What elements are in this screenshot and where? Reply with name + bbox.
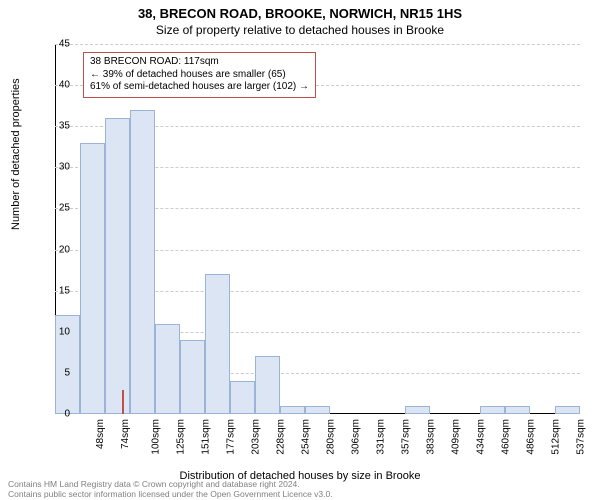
x-tick-label: 177sqm: [225, 419, 236, 455]
histogram-bar: [255, 356, 280, 414]
x-tick-label: 486sqm: [525, 419, 536, 455]
marker-line: [122, 390, 124, 414]
y-tick-label: 10: [59, 326, 70, 337]
histogram-bar: [205, 274, 230, 414]
y-tick-label: 35: [59, 121, 70, 132]
x-tick-label: 306sqm: [350, 419, 361, 455]
y-tick-label: 20: [59, 244, 70, 255]
x-tick-label: 100sqm: [150, 419, 161, 455]
x-tick-label: 357sqm: [400, 419, 411, 455]
histogram-bar: [230, 381, 255, 414]
y-tick-label: 5: [64, 367, 70, 378]
y-tick-label: 30: [59, 162, 70, 173]
y-tick-label: 45: [59, 39, 70, 50]
x-tick-label: 460sqm: [500, 419, 511, 455]
y-tick-label: 25: [59, 203, 70, 214]
x-tick-label: 48sqm: [95, 419, 106, 449]
histogram-bar: [405, 406, 430, 414]
histogram-bar: [305, 406, 330, 414]
annotation-line2: ← 39% of detached houses are smaller (65…: [90, 69, 309, 82]
y-tick-label: 40: [59, 80, 70, 91]
x-tick-label: 125sqm: [175, 419, 186, 455]
footer-line1: Contains HM Land Registry data © Crown c…: [8, 479, 333, 489]
x-tick-label: 409sqm: [450, 419, 461, 455]
x-tick-label: 254sqm: [300, 419, 311, 455]
x-tick-label: 383sqm: [425, 419, 436, 455]
chart-container: 38, BRECON ROAD, BROOKE, NORWICH, NR15 1…: [0, 0, 600, 500]
histogram-bar: [480, 406, 505, 414]
histogram-bar: [105, 118, 130, 414]
histogram-bar: [80, 143, 105, 414]
histogram-bar: [130, 110, 155, 414]
y-axis-label: Number of detached properties: [10, 78, 22, 230]
y-tick-label: 15: [59, 285, 70, 296]
chart-title-line1: 38, BRECON ROAD, BROOKE, NORWICH, NR15 1…: [0, 0, 600, 21]
x-tick-label: 512sqm: [550, 419, 561, 455]
histogram-bar: [155, 324, 180, 414]
x-tick-label: 228sqm: [275, 419, 286, 455]
x-tick-label: 434sqm: [475, 419, 486, 455]
grid-line: [55, 44, 580, 46]
footer-line2: Contains public sector information licen…: [8, 489, 333, 499]
histogram-bar: [180, 340, 205, 414]
x-tick-label: 280sqm: [325, 419, 336, 455]
x-tick-label: 74sqm: [120, 419, 131, 449]
x-tick-label: 537sqm: [575, 419, 586, 455]
x-tick-label: 203sqm: [250, 419, 261, 455]
histogram-bar: [555, 406, 580, 414]
x-tick-label: 151sqm: [200, 419, 211, 455]
chart-title-line2: Size of property relative to detached ho…: [0, 21, 600, 37]
histogram-bar: [505, 406, 530, 414]
x-tick-label: 331sqm: [375, 419, 386, 455]
annotation-line1: 38 BRECON ROAD: 117sqm: [90, 56, 309, 69]
annotation-box: 38 BRECON ROAD: 117sqm← 39% of detached …: [83, 52, 316, 98]
plot-area: 38 BRECON ROAD: 117sqm← 39% of detached …: [55, 44, 580, 414]
histogram-bar: [280, 406, 305, 414]
annotation-line3: 61% of semi-detached houses are larger (…: [90, 81, 309, 94]
footer-attribution: Contains HM Land Registry data © Crown c…: [8, 479, 333, 499]
y-tick-label: 0: [64, 409, 70, 420]
